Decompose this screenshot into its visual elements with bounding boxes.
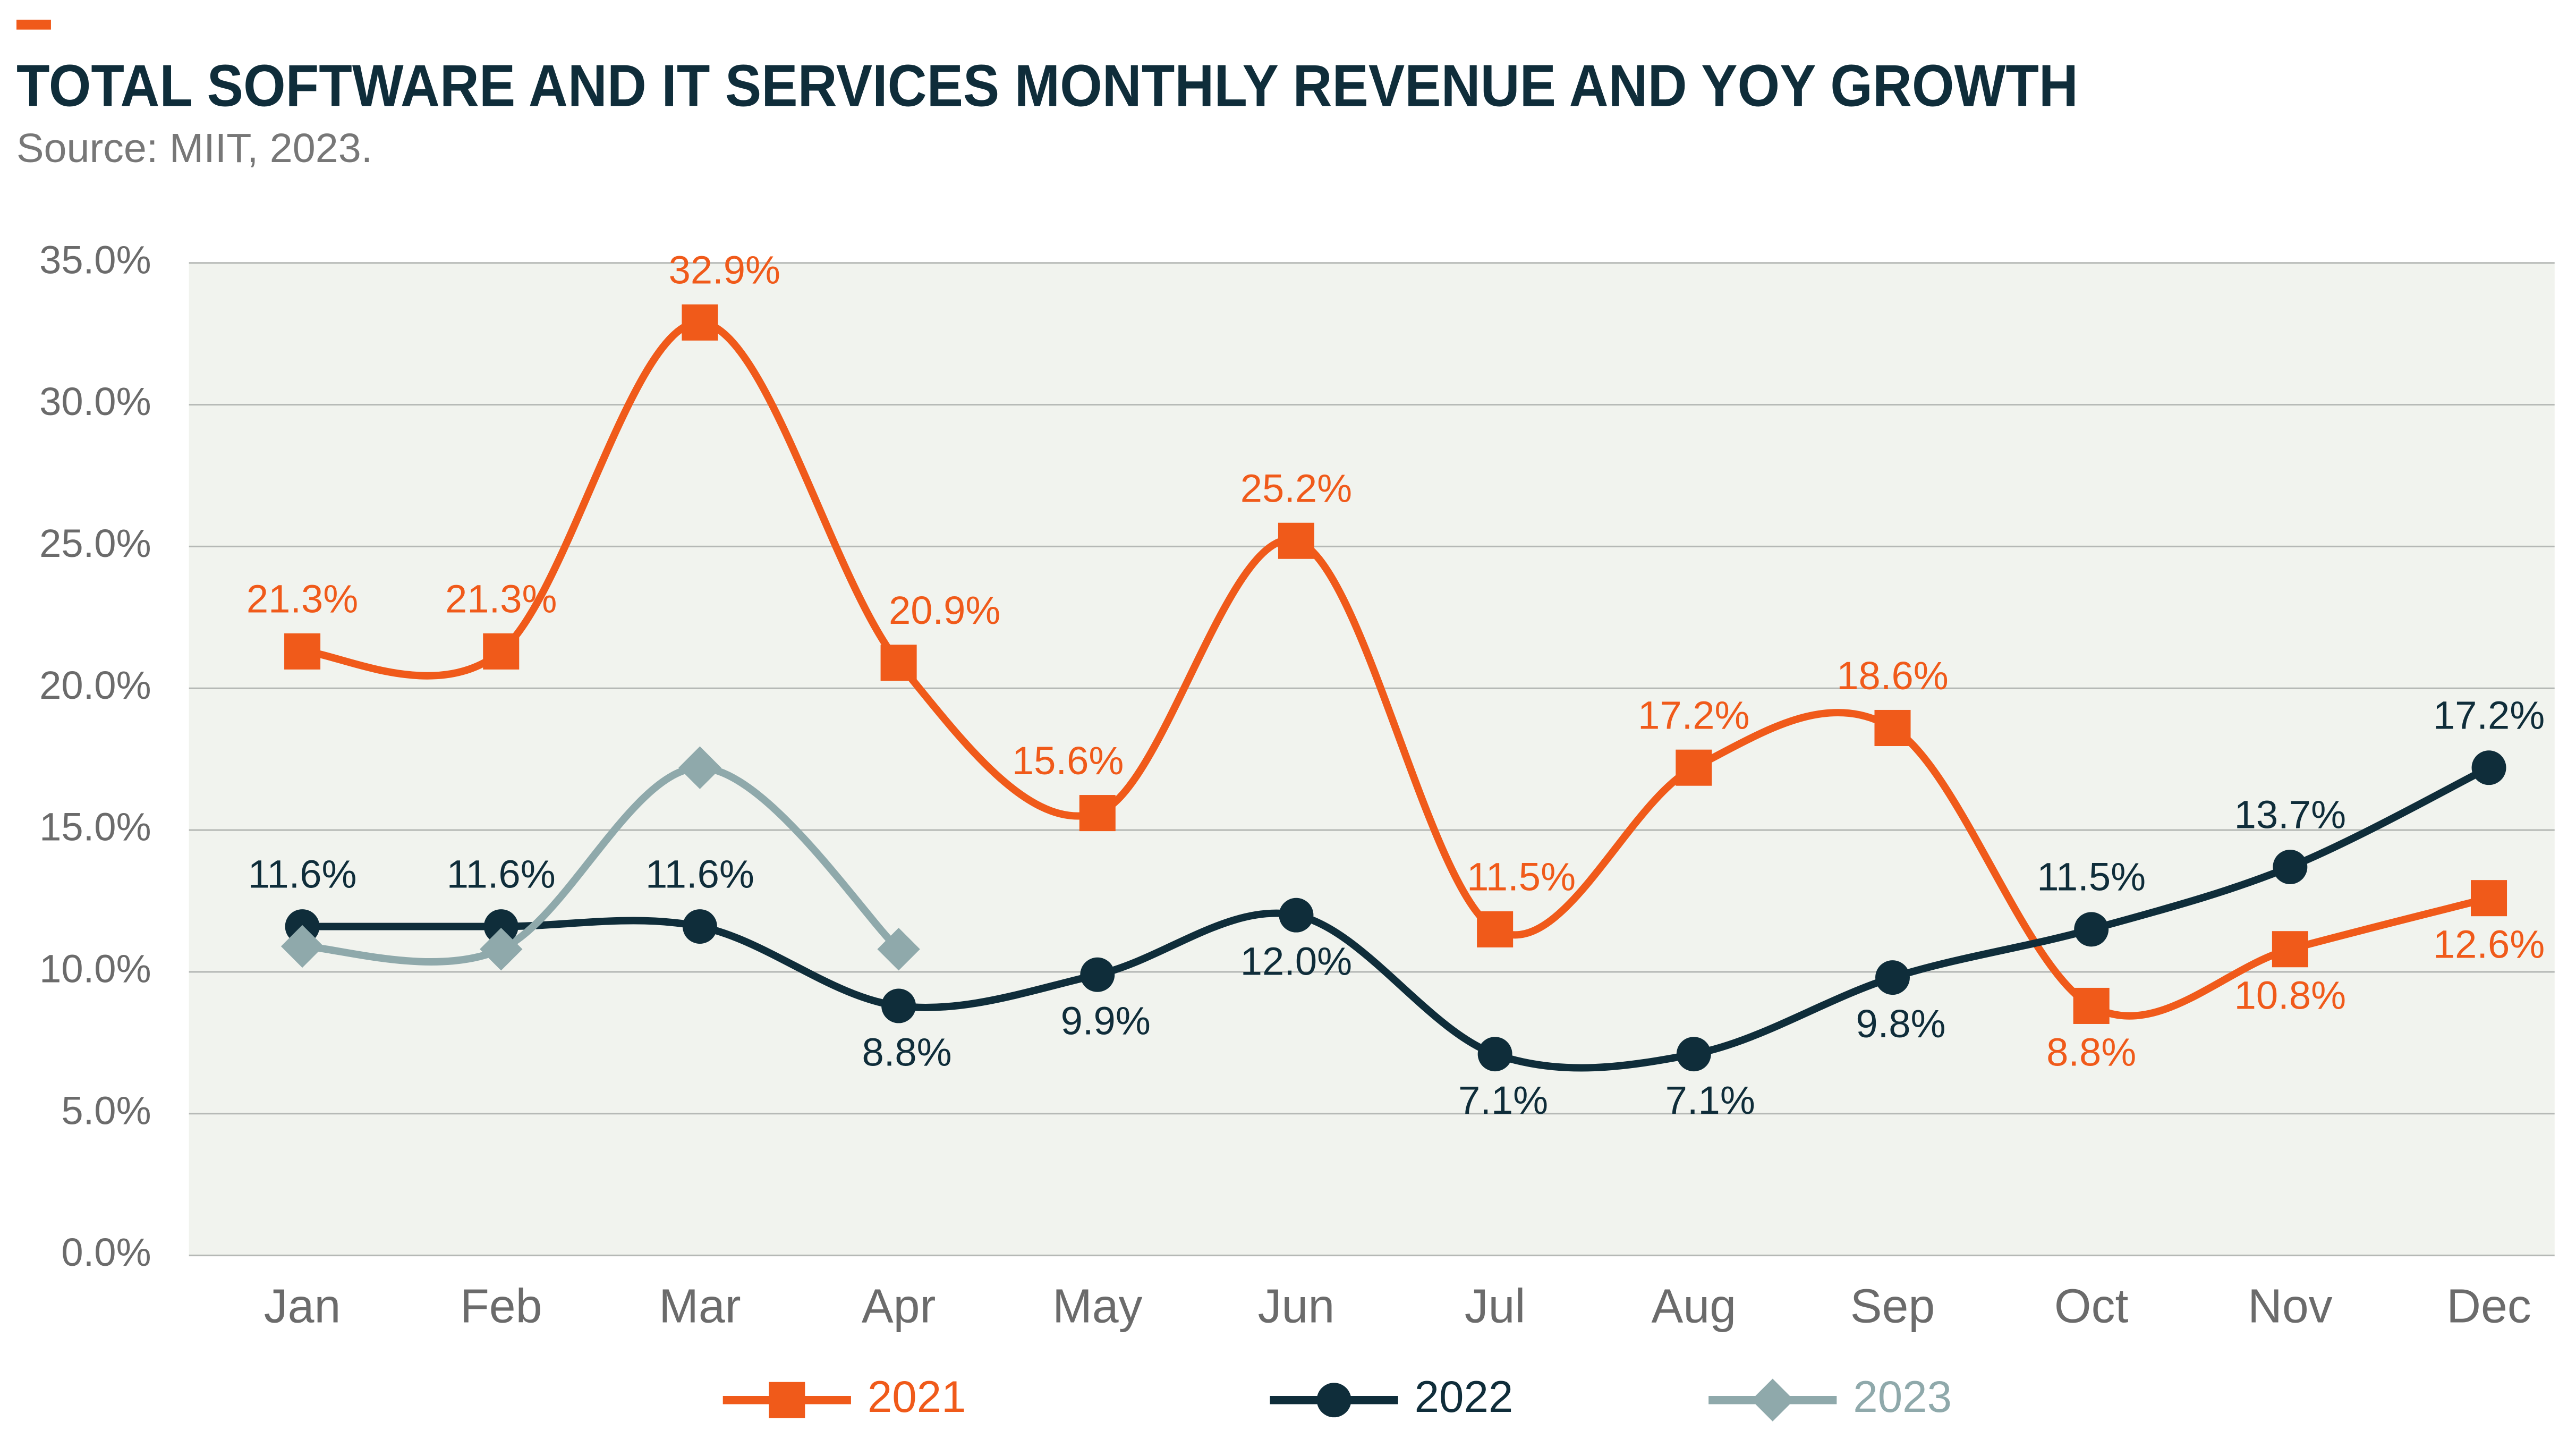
data-label: 11.6% (645, 852, 754, 896)
x-tick-label: Oct (2054, 1280, 2129, 1333)
data-label: 7.1% (1665, 1078, 1755, 1122)
point-marker (483, 633, 520, 670)
point-marker (1676, 749, 1712, 786)
y-tick-label: 0.0% (61, 1230, 151, 1274)
point-marker (881, 988, 916, 1023)
data-label: 11.5% (2037, 855, 2146, 899)
chart-subtitle: Source: MIIT, 2023. (16, 125, 372, 171)
data-label: 12.0% (1240, 939, 1352, 984)
data-label: 9.8% (1856, 1002, 1945, 1046)
point-marker (1874, 709, 1911, 746)
data-label: 12.6% (2433, 922, 2545, 967)
y-tick-label: 30.0% (39, 379, 151, 424)
point-marker (1279, 898, 1314, 933)
point-marker (483, 909, 518, 944)
data-label: 10.8% (2234, 974, 2346, 1018)
point-marker (2471, 880, 2507, 917)
data-label: 8.8% (862, 1030, 951, 1074)
x-tick-label: Jun (1258, 1280, 1335, 1333)
data-label: 25.2% (1240, 467, 1352, 511)
data-label: 18.6% (1837, 654, 1948, 698)
x-tick-label: Aug (1652, 1280, 1737, 1333)
point-marker (280, 925, 324, 968)
legend-label: 2021 (868, 1372, 966, 1421)
data-label: 11.6% (248, 852, 357, 896)
y-tick-label: 25.0% (39, 521, 151, 565)
point-marker (2273, 850, 2308, 884)
legend-label: 2023 (1853, 1372, 1952, 1421)
x-tick-label: Feb (460, 1280, 542, 1333)
series-line (302, 764, 902, 966)
x-tick-label: Mar (659, 1280, 741, 1333)
plot-area (189, 263, 2555, 1256)
point-marker (2471, 750, 2506, 785)
point-marker (682, 304, 718, 341)
y-tick-label: 10.0% (39, 947, 151, 991)
y-tick-label: 35.0% (39, 238, 151, 282)
y-tick-label: 20.0% (39, 663, 151, 707)
point-marker (2073, 987, 2110, 1024)
chart-title: TOTAL SOFTWARE AND IT SERVICES MONTHLY R… (16, 52, 2078, 118)
x-tick-label: May (1052, 1280, 1143, 1333)
x-tick-label: Dec (2446, 1280, 2531, 1333)
point-marker (1477, 911, 1514, 947)
series-line (302, 318, 2490, 1020)
point-marker (284, 633, 321, 670)
legend-marker (769, 1382, 805, 1418)
y-tick-label: 5.0% (61, 1088, 151, 1132)
x-tick-label: Sep (1850, 1280, 1935, 1333)
x-tick-label: Apr (862, 1280, 936, 1333)
x-tick-label: Jul (1465, 1280, 1526, 1333)
data-label: 17.2% (2433, 693, 2545, 738)
point-marker (480, 928, 523, 971)
point-marker (682, 909, 717, 944)
point-marker (1875, 960, 1910, 995)
legend-marker (1751, 1378, 1794, 1421)
data-label: 21.3% (445, 577, 557, 621)
x-tick-label: Nov (2248, 1280, 2333, 1333)
legend-label: 2022 (1415, 1372, 1514, 1421)
data-label: 11.5% (1467, 855, 1576, 899)
y-tick-label: 15.0% (39, 805, 151, 849)
data-label: 21.3% (246, 577, 358, 621)
point-marker (678, 746, 721, 789)
legend-marker (1316, 1383, 1351, 1418)
point-marker (880, 645, 917, 681)
point-marker (2074, 912, 2109, 947)
point-marker (1477, 1037, 1512, 1072)
x-tick-label: Jan (264, 1280, 341, 1333)
point-marker (2272, 931, 2308, 968)
point-marker (1080, 957, 1115, 992)
data-label: 11.6% (447, 852, 556, 896)
data-label: 7.1% (1458, 1078, 1548, 1122)
accent-bar (16, 20, 51, 30)
point-marker (1079, 795, 1116, 832)
data-label: 15.6% (1012, 739, 1124, 783)
data-label: 32.9% (669, 248, 780, 292)
data-label: 17.2% (1638, 693, 1749, 738)
data-label: 9.9% (1061, 999, 1151, 1043)
point-marker (877, 928, 920, 971)
point-marker (1676, 1037, 1711, 1072)
data-label: 20.9% (889, 588, 1000, 632)
data-label: 13.7% (2234, 792, 2346, 836)
data-label: 8.8% (2046, 1030, 2136, 1074)
point-marker (1278, 522, 1314, 559)
